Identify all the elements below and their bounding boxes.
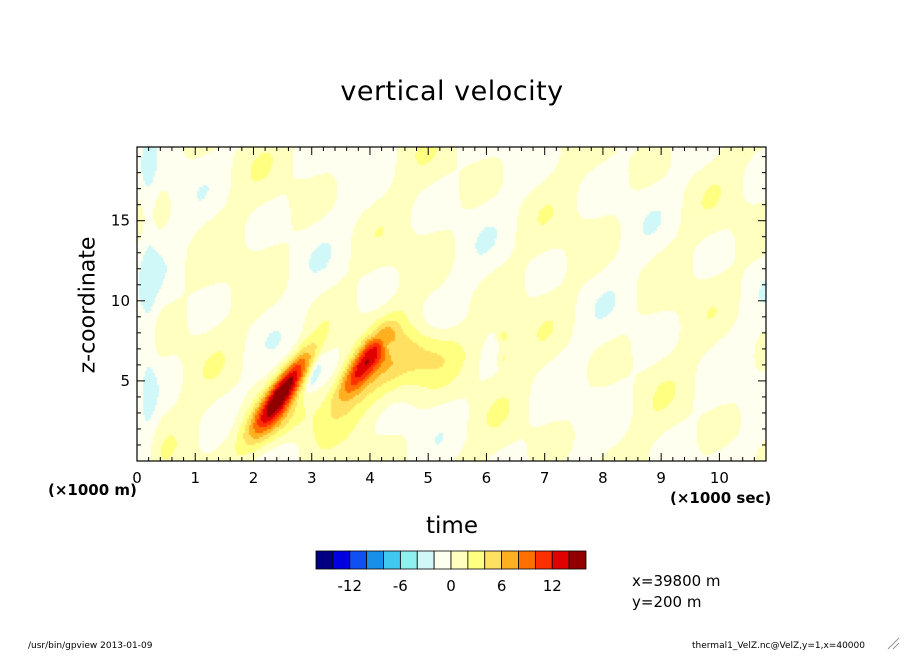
colorbar-swatch <box>467 550 486 570</box>
x-tick-label: 10 <box>710 469 729 487</box>
x-tick-label: 4 <box>365 469 375 487</box>
x-tick-label: 3 <box>307 469 317 487</box>
y-axis-unit: (×1000 m) <box>48 481 137 499</box>
colorbar-tick-label: 12 <box>543 577 562 595</box>
x-axis-unit: (×1000 sec) <box>670 489 772 507</box>
colorbar-tick-label: -12 <box>338 577 363 595</box>
colorbar-swatch <box>315 550 334 570</box>
x-tick-label: 6 <box>482 469 492 487</box>
colorbar-swatch <box>551 550 570 570</box>
colorbar-tick-label: 0 <box>446 577 456 595</box>
y-tick-label: 5 <box>120 372 130 390</box>
y-tick-label: 10 <box>111 292 130 310</box>
colorbar-swatch <box>450 550 469 570</box>
colorbar-tick-label: -6 <box>393 577 408 595</box>
x-tick-label: 8 <box>598 469 608 487</box>
x-tick-label: 7 <box>540 469 550 487</box>
colorbar-swatch <box>484 550 503 570</box>
x-axis-label: time <box>426 513 478 539</box>
colorbar-swatch <box>534 550 553 570</box>
colorbar-swatch <box>416 550 435 570</box>
resize-grip-icon[interactable] <box>886 636 900 650</box>
footer-source: thermal1_VelZ.nc@VelZ,y=1,x=40000 <box>692 641 865 651</box>
colorbar-swatch <box>399 550 418 570</box>
x-tick-label: 5 <box>423 469 433 487</box>
colorbar-swatch <box>383 550 401 570</box>
y-position-annotation: y=200 m <box>632 593 702 611</box>
x-tick-label: 2 <box>249 469 259 487</box>
y-axis-label: z-coordinate <box>75 236 101 374</box>
colorbar-swatch <box>366 550 384 570</box>
colorbar-swatch <box>501 550 519 570</box>
x-tick-label: 0 <box>132 469 142 487</box>
colorbar-swatch <box>568 550 587 570</box>
colorbar-swatch <box>433 550 452 570</box>
colorbar-swatch <box>518 550 536 570</box>
y-tick-label: 15 <box>111 212 130 230</box>
chart-title: vertical velocity <box>340 76 564 107</box>
colorbar-swatch <box>349 550 368 570</box>
footer-command: /usr/bin/gpview 2013-01-09 <box>28 641 153 651</box>
x-tick-label: 1 <box>190 469 200 487</box>
contour-field <box>137 147 766 461</box>
colorbar-tick-label: 6 <box>497 577 507 595</box>
x-tick-label: 9 <box>656 469 666 487</box>
colorbar-swatch <box>332 550 351 570</box>
x-position-annotation: x=39800 m <box>632 572 721 590</box>
